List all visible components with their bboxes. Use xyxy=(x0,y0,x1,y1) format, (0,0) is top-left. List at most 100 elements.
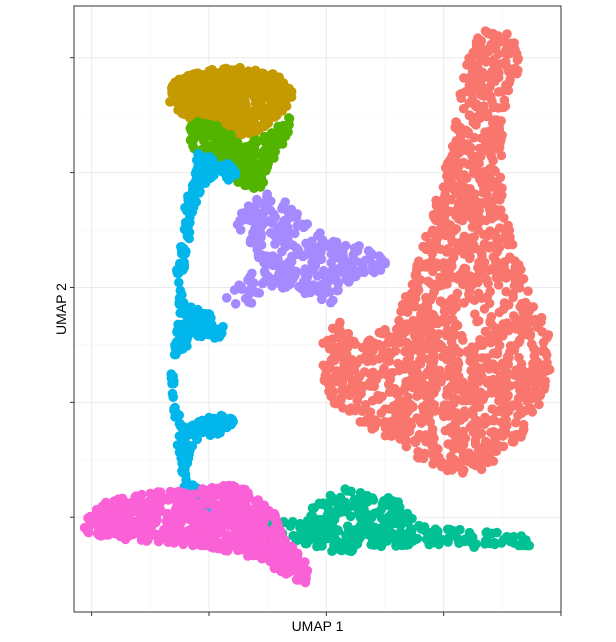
cell-point xyxy=(262,191,272,202)
cell-point xyxy=(412,260,423,271)
cell-point xyxy=(410,271,421,282)
cell-point xyxy=(188,122,198,132)
cell-point xyxy=(271,273,281,284)
cell-point xyxy=(432,199,442,210)
cell-point xyxy=(447,294,457,304)
cell-point xyxy=(259,546,270,556)
cell-point xyxy=(487,263,498,274)
cell-point xyxy=(309,503,320,513)
cell-point xyxy=(413,285,424,295)
cluster-olive xyxy=(165,62,297,141)
cell-point xyxy=(277,139,288,149)
cell-point xyxy=(525,373,536,384)
cell-point xyxy=(250,496,261,507)
cell-point xyxy=(443,345,453,356)
cell-point xyxy=(221,172,232,183)
cell-point xyxy=(238,125,248,135)
cell-point xyxy=(459,263,470,274)
cell-point xyxy=(218,521,228,531)
cell-point xyxy=(399,364,410,374)
cell-point xyxy=(511,66,521,77)
cell-point xyxy=(484,29,495,39)
cell-point xyxy=(244,297,254,308)
cell-point xyxy=(486,213,497,224)
cell-point xyxy=(210,504,220,514)
cell-point xyxy=(447,141,458,152)
cell-point xyxy=(349,366,360,376)
cell-point xyxy=(357,510,367,521)
cell-point xyxy=(479,101,489,111)
cell-point xyxy=(527,339,537,350)
cell-point xyxy=(453,346,463,357)
cell-point xyxy=(320,361,331,371)
cell-point xyxy=(425,336,436,347)
cell-point xyxy=(490,255,501,266)
cell-point xyxy=(329,355,340,366)
cell-point xyxy=(356,529,366,540)
cell-point xyxy=(235,151,246,161)
cell-point xyxy=(151,529,162,540)
cell-point xyxy=(295,518,305,529)
cell-point xyxy=(412,533,423,544)
cell-point xyxy=(440,163,451,173)
cell-point xyxy=(327,508,337,519)
cell-point xyxy=(259,502,270,512)
cell-point xyxy=(486,140,497,151)
cell-point xyxy=(187,207,198,217)
cell-point xyxy=(535,316,545,326)
cell-point xyxy=(262,156,273,166)
cell-point xyxy=(172,497,182,508)
cell-point xyxy=(499,298,510,308)
cell-point xyxy=(487,320,497,331)
cell-point xyxy=(331,274,342,285)
cell-point xyxy=(247,167,257,177)
cell-point xyxy=(326,249,337,259)
cell-point xyxy=(514,352,524,363)
cell-point xyxy=(471,422,482,433)
cell-point xyxy=(272,81,283,92)
cell-point xyxy=(435,365,445,376)
cell-point xyxy=(471,395,482,406)
cell-point xyxy=(428,225,438,236)
cell-point xyxy=(464,448,474,458)
cell-point xyxy=(512,49,522,59)
cell-point xyxy=(510,275,521,286)
cell-point xyxy=(350,405,360,416)
cell-point xyxy=(487,96,497,106)
cell-point xyxy=(312,522,323,533)
cell-point xyxy=(97,507,107,517)
cell-point xyxy=(471,458,482,468)
cell-point xyxy=(221,140,231,151)
cell-point xyxy=(496,538,507,548)
cell-point xyxy=(168,392,178,403)
cell-point xyxy=(413,358,424,369)
cell-point xyxy=(291,243,302,253)
cell-point xyxy=(346,356,356,367)
cell-point xyxy=(181,475,191,485)
cell-point xyxy=(176,246,187,256)
cell-point xyxy=(485,172,495,182)
cell-point xyxy=(296,527,307,538)
cell-point xyxy=(345,533,356,544)
cell-point xyxy=(418,318,428,328)
cell-point xyxy=(376,513,387,523)
cell-point xyxy=(205,155,216,165)
cell-point xyxy=(230,299,241,309)
cell-point xyxy=(473,446,484,457)
cell-point xyxy=(443,537,453,547)
cell-point xyxy=(335,499,346,510)
cell-point xyxy=(239,208,249,218)
cell-point xyxy=(115,505,125,515)
cell-point xyxy=(250,514,260,525)
cell-point xyxy=(120,498,130,508)
cell-point xyxy=(362,490,373,501)
cell-point xyxy=(457,203,467,213)
cell-point xyxy=(380,404,390,414)
cell-point xyxy=(316,294,327,305)
cell-point xyxy=(499,213,509,223)
cell-point xyxy=(457,468,468,478)
cell-point xyxy=(418,303,428,313)
cell-point xyxy=(418,383,429,393)
data-points xyxy=(79,26,555,588)
cell-point xyxy=(429,452,439,463)
